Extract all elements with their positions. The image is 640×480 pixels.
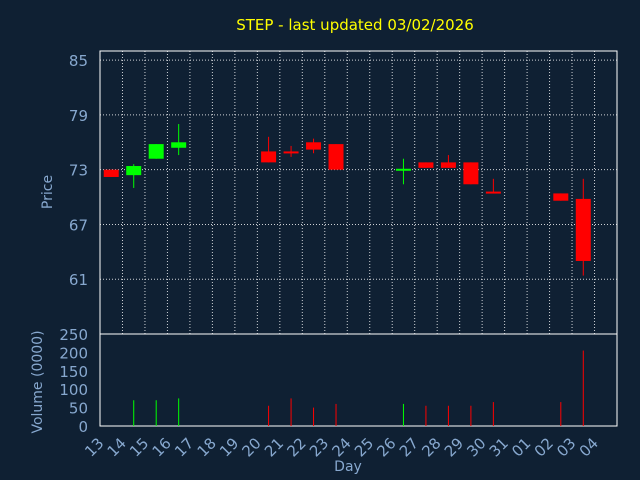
candle-body-21 (283, 151, 299, 154)
plot-frame (99, 50, 618, 427)
candle-body-23 (328, 144, 344, 170)
x-axis-label: Day (334, 459, 362, 475)
candle-body-20 (261, 151, 277, 163)
volume-panel-frame (99, 333, 618, 427)
price-tick-label: 85 (69, 52, 88, 70)
volume-bars-layer (133, 350, 584, 426)
candle-body-14 (126, 166, 142, 176)
price-tick-label: 73 (69, 162, 88, 180)
candle-body-30 (485, 191, 501, 194)
candles-layer (103, 124, 591, 276)
price-tick-label: 67 (69, 216, 88, 234)
candle-body-22 (306, 142, 322, 150)
volume-tick-label: 200 (59, 344, 88, 362)
candle-body-29 (463, 162, 479, 185)
price-panel-frame (99, 50, 618, 335)
volume-axis-label: Volume (0000) (30, 330, 46, 433)
grid-layer (100, 51, 617, 334)
volume-tick-label: 100 (59, 381, 88, 399)
candle-body-26 (395, 168, 411, 171)
chart-title: STEP - last updated 03/02/2026 (236, 16, 474, 34)
candle-body-16 (171, 142, 187, 148)
price-axis-label: Price (40, 175, 56, 209)
volume-tick-label: 250 (59, 326, 88, 344)
axis-labels-layer: 8579736761250200150100500131415161718192… (59, 52, 602, 460)
candle-body-28 (440, 162, 456, 168)
price-tick-label: 61 (69, 271, 88, 289)
volume-tick-label: 0 (78, 418, 88, 436)
x-tick-label: 04 (576, 434, 602, 460)
candle-body-15 (148, 144, 164, 159)
candle-body-03 (575, 198, 591, 261)
candle-body-27 (418, 162, 434, 168)
price-tick-label: 79 (69, 107, 88, 125)
candle-body-02 (553, 193, 569, 201)
volume-tick-label: 50 (69, 400, 88, 418)
volume-tick-label: 150 (59, 363, 88, 381)
candle-body-13 (103, 169, 119, 177)
